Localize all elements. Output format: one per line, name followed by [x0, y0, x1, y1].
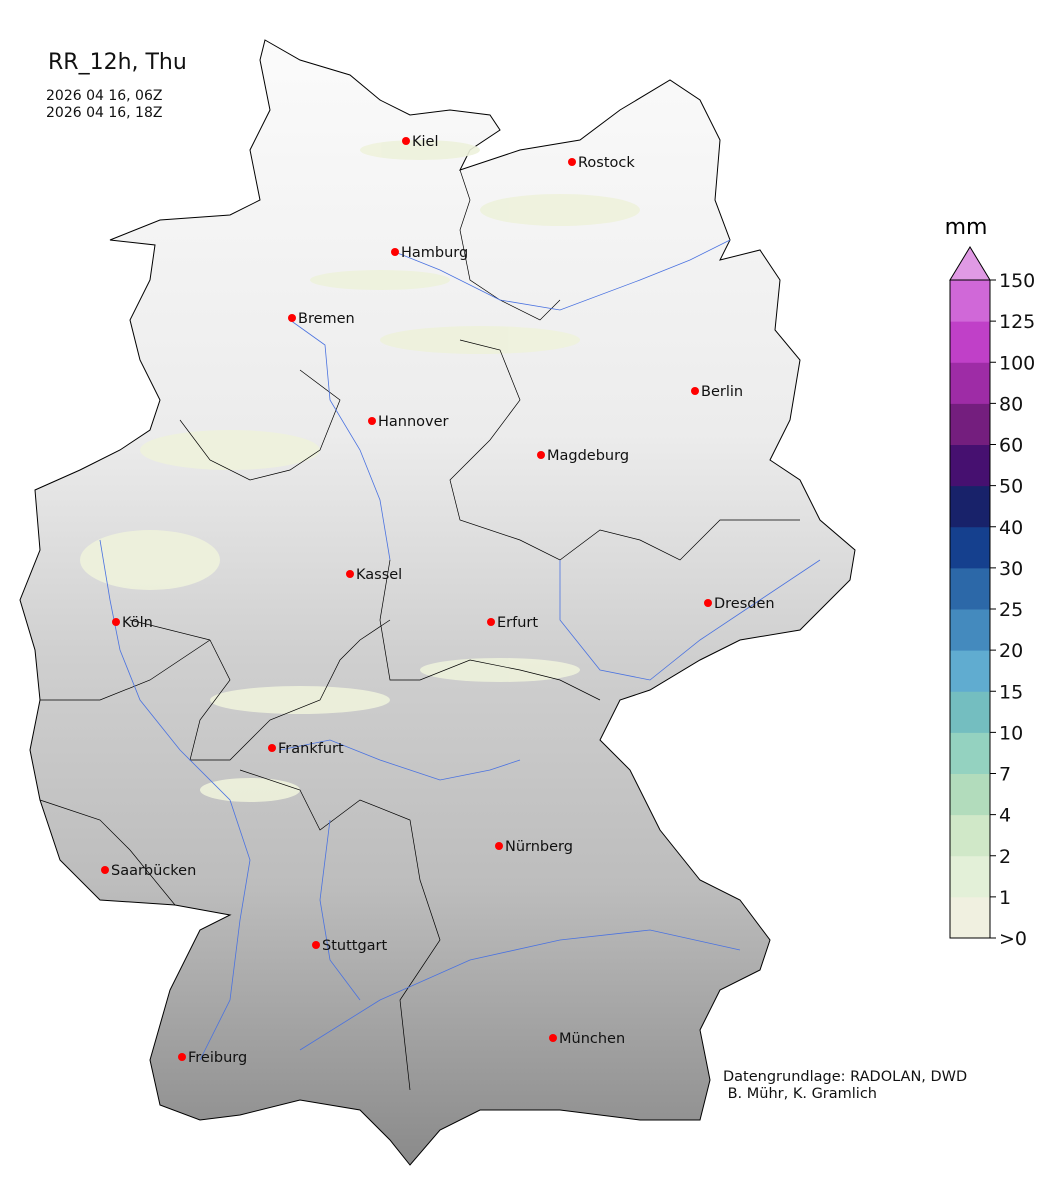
- colorbar-segment: [950, 855, 990, 898]
- germany-outline: [19, 39, 856, 1166]
- colorbar-segment: [950, 773, 990, 816]
- colorbar-segment: [950, 526, 990, 569]
- city-label: Dresden: [714, 596, 775, 612]
- colorbar-tick-label: 4: [999, 805, 1011, 827]
- colorbar-tick-label: 25: [999, 599, 1023, 621]
- city-label: Stuttgart: [322, 938, 388, 954]
- city-marker: [704, 599, 712, 607]
- city-erfurt: Erfurt: [487, 615, 538, 631]
- colorbar-segment: [950, 403, 990, 445]
- city-marker: [568, 158, 576, 166]
- colorbar-tick-label: 50: [999, 476, 1023, 498]
- city-label: Hamburg: [401, 245, 468, 261]
- city-kassel: Kassel: [346, 567, 402, 583]
- city-köln: Köln: [112, 615, 153, 631]
- city-marker: [346, 570, 354, 578]
- colorbar-segment: [950, 362, 990, 404]
- city-marker: [487, 618, 495, 626]
- colorbar-tick-label: 60: [999, 435, 1023, 457]
- city-magdeburg: Magdeburg: [537, 448, 629, 464]
- city-label: Kassel: [356, 567, 402, 583]
- colorbar-segment: [950, 814, 990, 857]
- city-marker: [268, 744, 276, 752]
- colorbar-tick-label: 100: [999, 352, 1035, 374]
- colorbar-extend-arrow: [949, 246, 991, 281]
- time-end: 2026 04 16, 18Z: [46, 105, 163, 121]
- colorbar-tick-label: 7: [999, 764, 1011, 786]
- city-marker: [549, 1034, 557, 1042]
- city-marker: [101, 866, 109, 874]
- time-start: 2026 04 16, 06Z: [46, 88, 163, 104]
- colorbar-tick-label: 20: [999, 640, 1023, 662]
- city-marker: [691, 387, 699, 395]
- city-marker: [288, 314, 296, 322]
- colorbar-tick-label: 125: [999, 311, 1035, 333]
- city-label: Köln: [122, 615, 153, 631]
- city-label: Hannover: [378, 414, 449, 430]
- colorbar-tick-label: 30: [999, 558, 1023, 580]
- city-frankfurt: Frankfurt: [268, 741, 344, 757]
- city-marker: [402, 137, 410, 145]
- city-münchen: München: [549, 1031, 625, 1047]
- credit-source: Datengrundlage: RADOLAN, DWD: [723, 1069, 968, 1085]
- city-marker: [368, 417, 376, 425]
- city-marker: [312, 941, 320, 949]
- city-layer: Kiel Rostock Hamburg Bremen Berlin Hannover Ma…: [101, 134, 775, 1066]
- colorbar-tick-label: 80: [999, 393, 1023, 415]
- colorbar-tick-label: >0: [999, 928, 1027, 950]
- city-marker: [178, 1053, 186, 1061]
- colorbar-unit: mm: [945, 215, 988, 240]
- colorbar-segment: [950, 444, 990, 487]
- colorbar: >0 1 2 4 7 10 15 20 25 30 40 50 60 80 100 125 150: [949, 246, 1035, 950]
- city-label: Frankfurt: [278, 741, 344, 757]
- colorbar-segment: [950, 567, 990, 610]
- city-saarbücken: Saarbücken: [101, 863, 196, 879]
- city-marker: [537, 451, 545, 459]
- colorbar-segment: [950, 691, 990, 733]
- city-berlin: Berlin: [691, 384, 743, 400]
- colorbar-segment: [950, 650, 990, 692]
- city-label: Magdeburg: [547, 448, 629, 464]
- colorbar-segment: [950, 732, 990, 774]
- city-label: Rostock: [578, 155, 635, 171]
- city-kiel: Kiel: [402, 134, 439, 150]
- city-label: Erfurt: [497, 615, 538, 631]
- city-hannover: Hannover: [368, 414, 449, 430]
- city-nürnberg: Nürnberg: [495, 839, 573, 855]
- city-dresden: Dresden: [704, 596, 775, 612]
- state-borders: [39, 169, 800, 1091]
- city-freiburg: Freiburg: [178, 1050, 247, 1066]
- colorbar-tick-label: 40: [999, 517, 1023, 539]
- colorbar-tick-label: 10: [999, 722, 1023, 744]
- city-rostock: Rostock: [568, 155, 635, 171]
- city-label: Nürnberg: [505, 839, 573, 855]
- colorbar-segment: [950, 609, 990, 651]
- city-marker: [391, 248, 399, 256]
- city-marker: [112, 618, 120, 626]
- city-bremen: Bremen: [288, 311, 355, 327]
- colorbar-tick-label: 15: [999, 681, 1023, 703]
- city-stuttgart: Stuttgart: [312, 938, 388, 954]
- city-label: Bremen: [298, 311, 355, 327]
- colorbar-segment: [950, 485, 990, 528]
- city-label: Freiburg: [188, 1050, 247, 1066]
- colorbar-segment: [950, 896, 990, 939]
- city-hamburg: Hamburg: [391, 245, 468, 261]
- map-title: RR_12h, Thu: [48, 50, 187, 75]
- city-label: München: [559, 1031, 625, 1047]
- colorbar-tick-label: 150: [999, 270, 1035, 292]
- credit: Datengrundlage: RADOLAN, DWD B. Mühr, K.…: [723, 1069, 967, 1103]
- colorbar-tick-label: 2: [999, 846, 1011, 868]
- city-label: Berlin: [701, 384, 743, 400]
- city-label: Saarbücken: [111, 863, 196, 879]
- colorbar-tick-label: 1: [999, 887, 1011, 909]
- credit-authors: B. Mühr, K. Gramlich: [723, 1086, 877, 1102]
- precip-areas: [80, 140, 640, 802]
- colorbar-segment: [950, 321, 990, 363]
- city-label: Kiel: [412, 134, 439, 150]
- city-marker: [495, 842, 503, 850]
- colorbar-segment: [950, 280, 990, 322]
